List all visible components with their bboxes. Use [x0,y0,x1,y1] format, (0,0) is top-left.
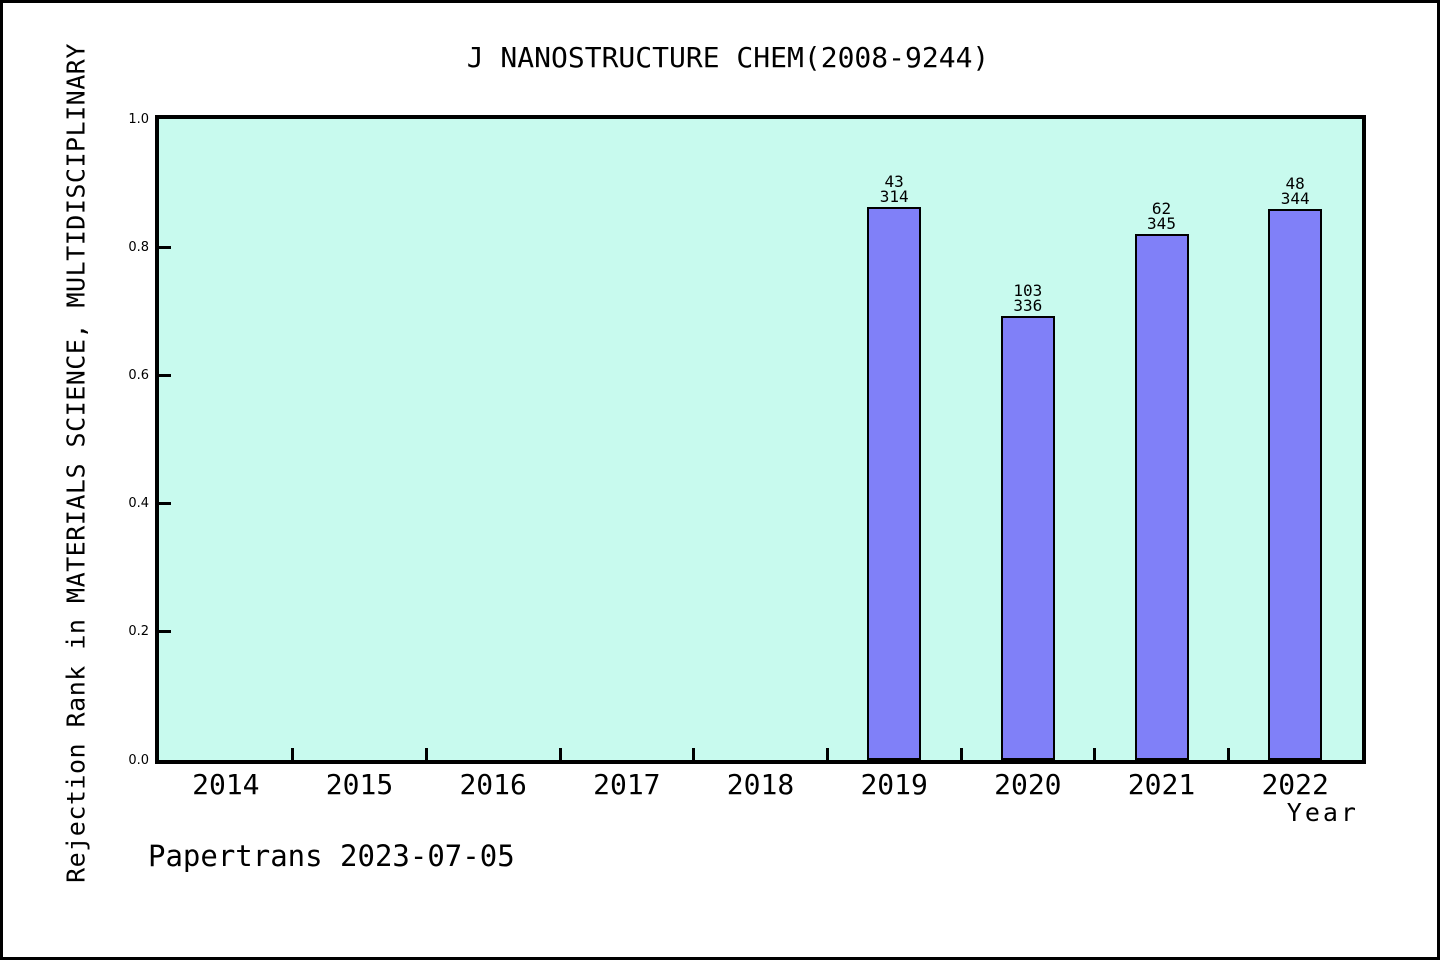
x-tick-label: 2021 [1127,768,1196,801]
plot-area: 43 314 103 336 62 345 48 344 [155,115,1366,764]
bar-label-denominator: 345 [1147,214,1176,234]
bar-label: 62 345 [1147,199,1176,234]
x-axis-label: Year [1286,798,1359,827]
x-tick-mark [558,748,562,760]
bar-label: 43 314 [879,171,909,206]
bar-label-denominator: 344 [1280,188,1310,208]
y-axis-label: Rejection Rank in MATERIALS SCIENCE, MUL… [61,43,91,883]
bar [1268,208,1323,760]
chart-title: J NANOSTRUCTURE CHEM(2008-9244) [466,41,990,74]
x-tick-label: 2022 [1261,768,1329,801]
bar-label-numerator: 43 [884,171,904,191]
bar-label-numerator: 103 [1013,280,1043,300]
x-tick-label: 2020 [994,768,1062,801]
x-tick-label: 2019 [860,768,928,801]
x-tick-label: 2017 [593,768,661,801]
y-tick-mark [159,373,171,377]
y-tick-label: 0.0 [128,752,149,768]
x-tick-label: 2015 [325,768,394,801]
y-tick-label: 0.8 [128,239,149,255]
y-tick-label: 0.2 [128,624,149,640]
x-tick-mark [1093,748,1097,760]
y-tick-label: 1.0 [128,111,149,127]
x-tick-mark [424,748,428,760]
bar [867,206,922,760]
bar-label-numerator: 48 [1285,173,1305,193]
x-tick-label: 2016 [459,768,527,801]
x-tick-mark [291,748,295,760]
x-tick-mark [692,748,696,760]
x-tick-mark [959,748,963,760]
x-tick-label: 2018 [726,768,795,801]
bar [1000,315,1055,760]
x-tick-mark [825,748,829,760]
x-tick-mark [1226,748,1230,760]
bar-label-denominator: 336 [1013,295,1043,315]
bar [1134,234,1189,760]
y-tick-mark [159,502,171,506]
y-tick-mark [159,245,171,249]
y-tick-label: 0.4 [128,496,149,512]
bar-label-numerator: 62 [1151,199,1172,219]
bar-label: 48 344 [1280,173,1310,208]
footer-watermark: Papertrans 2023-07-05 [148,839,515,873]
bar-label-denominator: 314 [879,186,909,206]
y-tick-mark [159,630,171,634]
y-tick-label: 0.6 [128,367,149,383]
bar-label: 103 336 [1013,280,1043,315]
x-tick-label: 2014 [192,768,260,801]
